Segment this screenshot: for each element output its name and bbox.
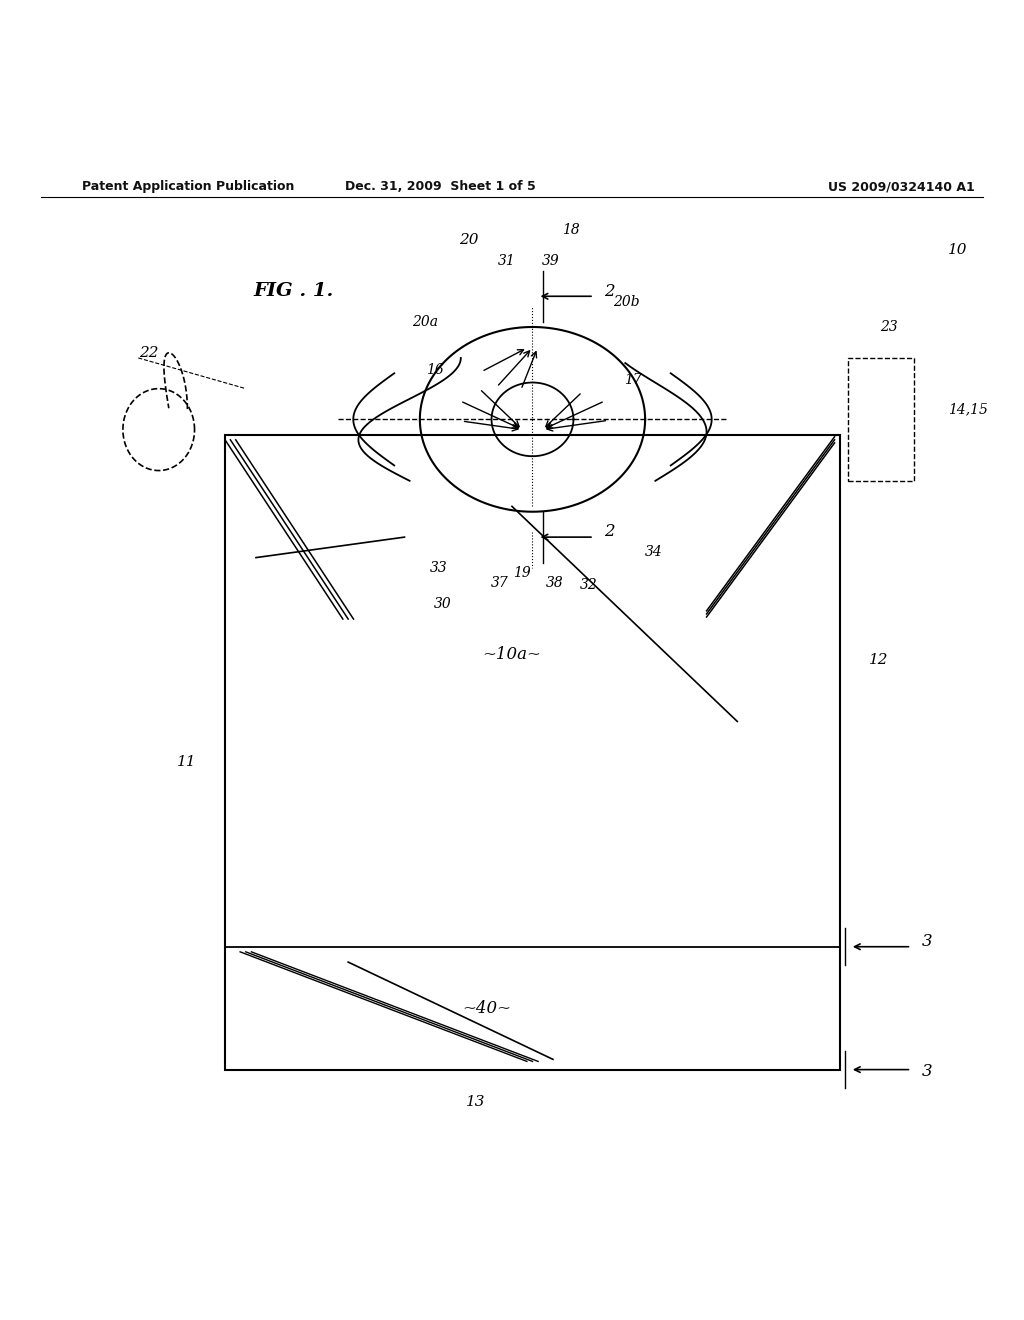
Text: 37: 37: [490, 577, 509, 590]
Text: US 2009/0324140 A1: US 2009/0324140 A1: [827, 181, 975, 194]
Text: 32: 32: [580, 578, 598, 593]
Text: 38: 38: [546, 577, 564, 590]
Text: 2: 2: [604, 282, 614, 300]
Text: 3: 3: [922, 1063, 932, 1080]
Text: ~10a~: ~10a~: [482, 647, 542, 664]
Text: ~40~: ~40~: [462, 999, 511, 1016]
Text: 14,15: 14,15: [948, 403, 987, 416]
Text: 20b: 20b: [613, 294, 640, 309]
Text: 39: 39: [542, 253, 560, 268]
Text: 20: 20: [459, 234, 479, 247]
Text: 18: 18: [562, 223, 581, 236]
Text: 34: 34: [644, 545, 663, 560]
Text: 12: 12: [868, 653, 889, 667]
Text: 10: 10: [947, 243, 968, 257]
Bar: [848, 358, 914, 480]
Text: 3: 3: [922, 933, 932, 950]
Text: 20a: 20a: [412, 315, 438, 329]
Text: 13: 13: [466, 1096, 486, 1109]
Text: 30: 30: [433, 597, 452, 611]
Text: 17: 17: [624, 374, 642, 388]
Text: FIG . 1.: FIG . 1.: [254, 282, 334, 301]
Text: 31: 31: [498, 253, 516, 268]
Text: 22: 22: [138, 346, 159, 360]
Text: 2: 2: [604, 524, 614, 540]
Bar: [225, 434, 840, 1069]
Text: 19: 19: [513, 566, 531, 579]
Text: 33: 33: [429, 561, 447, 574]
Text: 23: 23: [880, 321, 898, 334]
Text: 11: 11: [176, 755, 197, 770]
Text: Dec. 31, 2009  Sheet 1 of 5: Dec. 31, 2009 Sheet 1 of 5: [345, 181, 536, 194]
Text: Patent Application Publication: Patent Application Publication: [82, 181, 294, 194]
Text: 16: 16: [426, 363, 444, 378]
